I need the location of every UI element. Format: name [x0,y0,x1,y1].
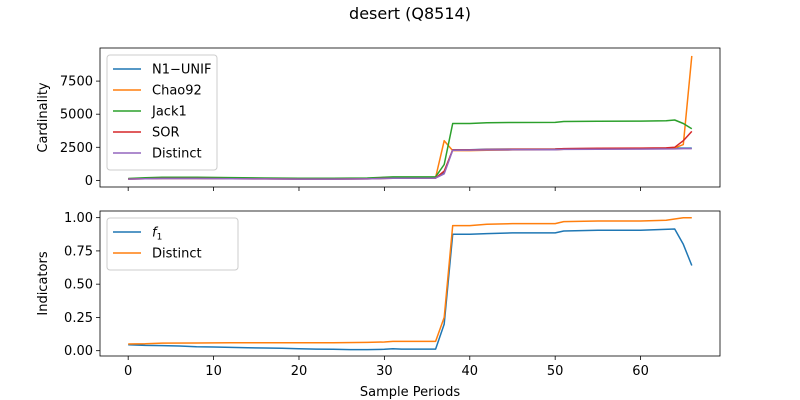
series-line-distinct [128,147,692,180]
series-line-distinct [128,216,692,345]
axes-frame [99,210,721,357]
legend-entry-label: Distinct [152,147,202,162]
legend-entry-label: SOR [152,126,180,141]
plot-area [128,216,693,351]
legend-box [106,54,218,171]
x-tick-label: 60 [632,364,649,379]
x-tick-label: 10 [205,364,222,379]
x-tick-label: 20 [291,364,308,379]
y-tick-label: 2500 [60,141,93,156]
y-axis-label: Indicators [36,251,51,315]
chart-title: desert (Q8514) [349,4,471,23]
legend-entry-label: Distinct [152,247,202,262]
y-axis-label: Cardinality [36,82,51,153]
legend-entry-label: Chao92 [152,84,202,99]
y-tick-label: 0.50 [64,278,93,293]
y-tick-label: 5000 [60,108,93,123]
axes-frame [99,47,721,188]
cardinality-subplot: 0 2500 5000 7500 Cardinality N1−UNIF Chao92 Jac… [36,47,721,191]
series-line-f1 [128,228,693,351]
legend: f1 Distinct [106,217,239,271]
legend: N1−UNIF Chao92 Jack1 SOR Distinct [106,54,218,171]
y-tick-label: 0 [85,174,93,189]
x-tick-label: 30 [376,364,393,379]
y-tick-label: 1.00 [64,211,93,226]
x-tick-label: 0 [124,364,132,379]
series-line-jack1 [128,119,693,180]
x-tick-label: 50 [547,364,564,379]
legend-entry-label: Jack1 [151,105,187,120]
legend-box [106,217,239,271]
y-tick-label: 0.25 [64,311,93,326]
plot-area [128,55,693,180]
y-tick-label: 7500 [60,75,93,90]
x-tick-label: 40 [462,364,479,379]
indicators-subplot: 0 10 20 30 40 50 60 0.00 0.25 0.50 0.75 1.00 Indicat… [36,210,721,379]
x-axis-label: Sample Periods [360,385,460,400]
y-tick-label: 0.75 [64,244,93,259]
legend-entry-label: N1−UNIF [152,63,211,78]
legend-entry-label: f1 [152,226,162,243]
y-tick-label: 0.00 [64,344,93,359]
